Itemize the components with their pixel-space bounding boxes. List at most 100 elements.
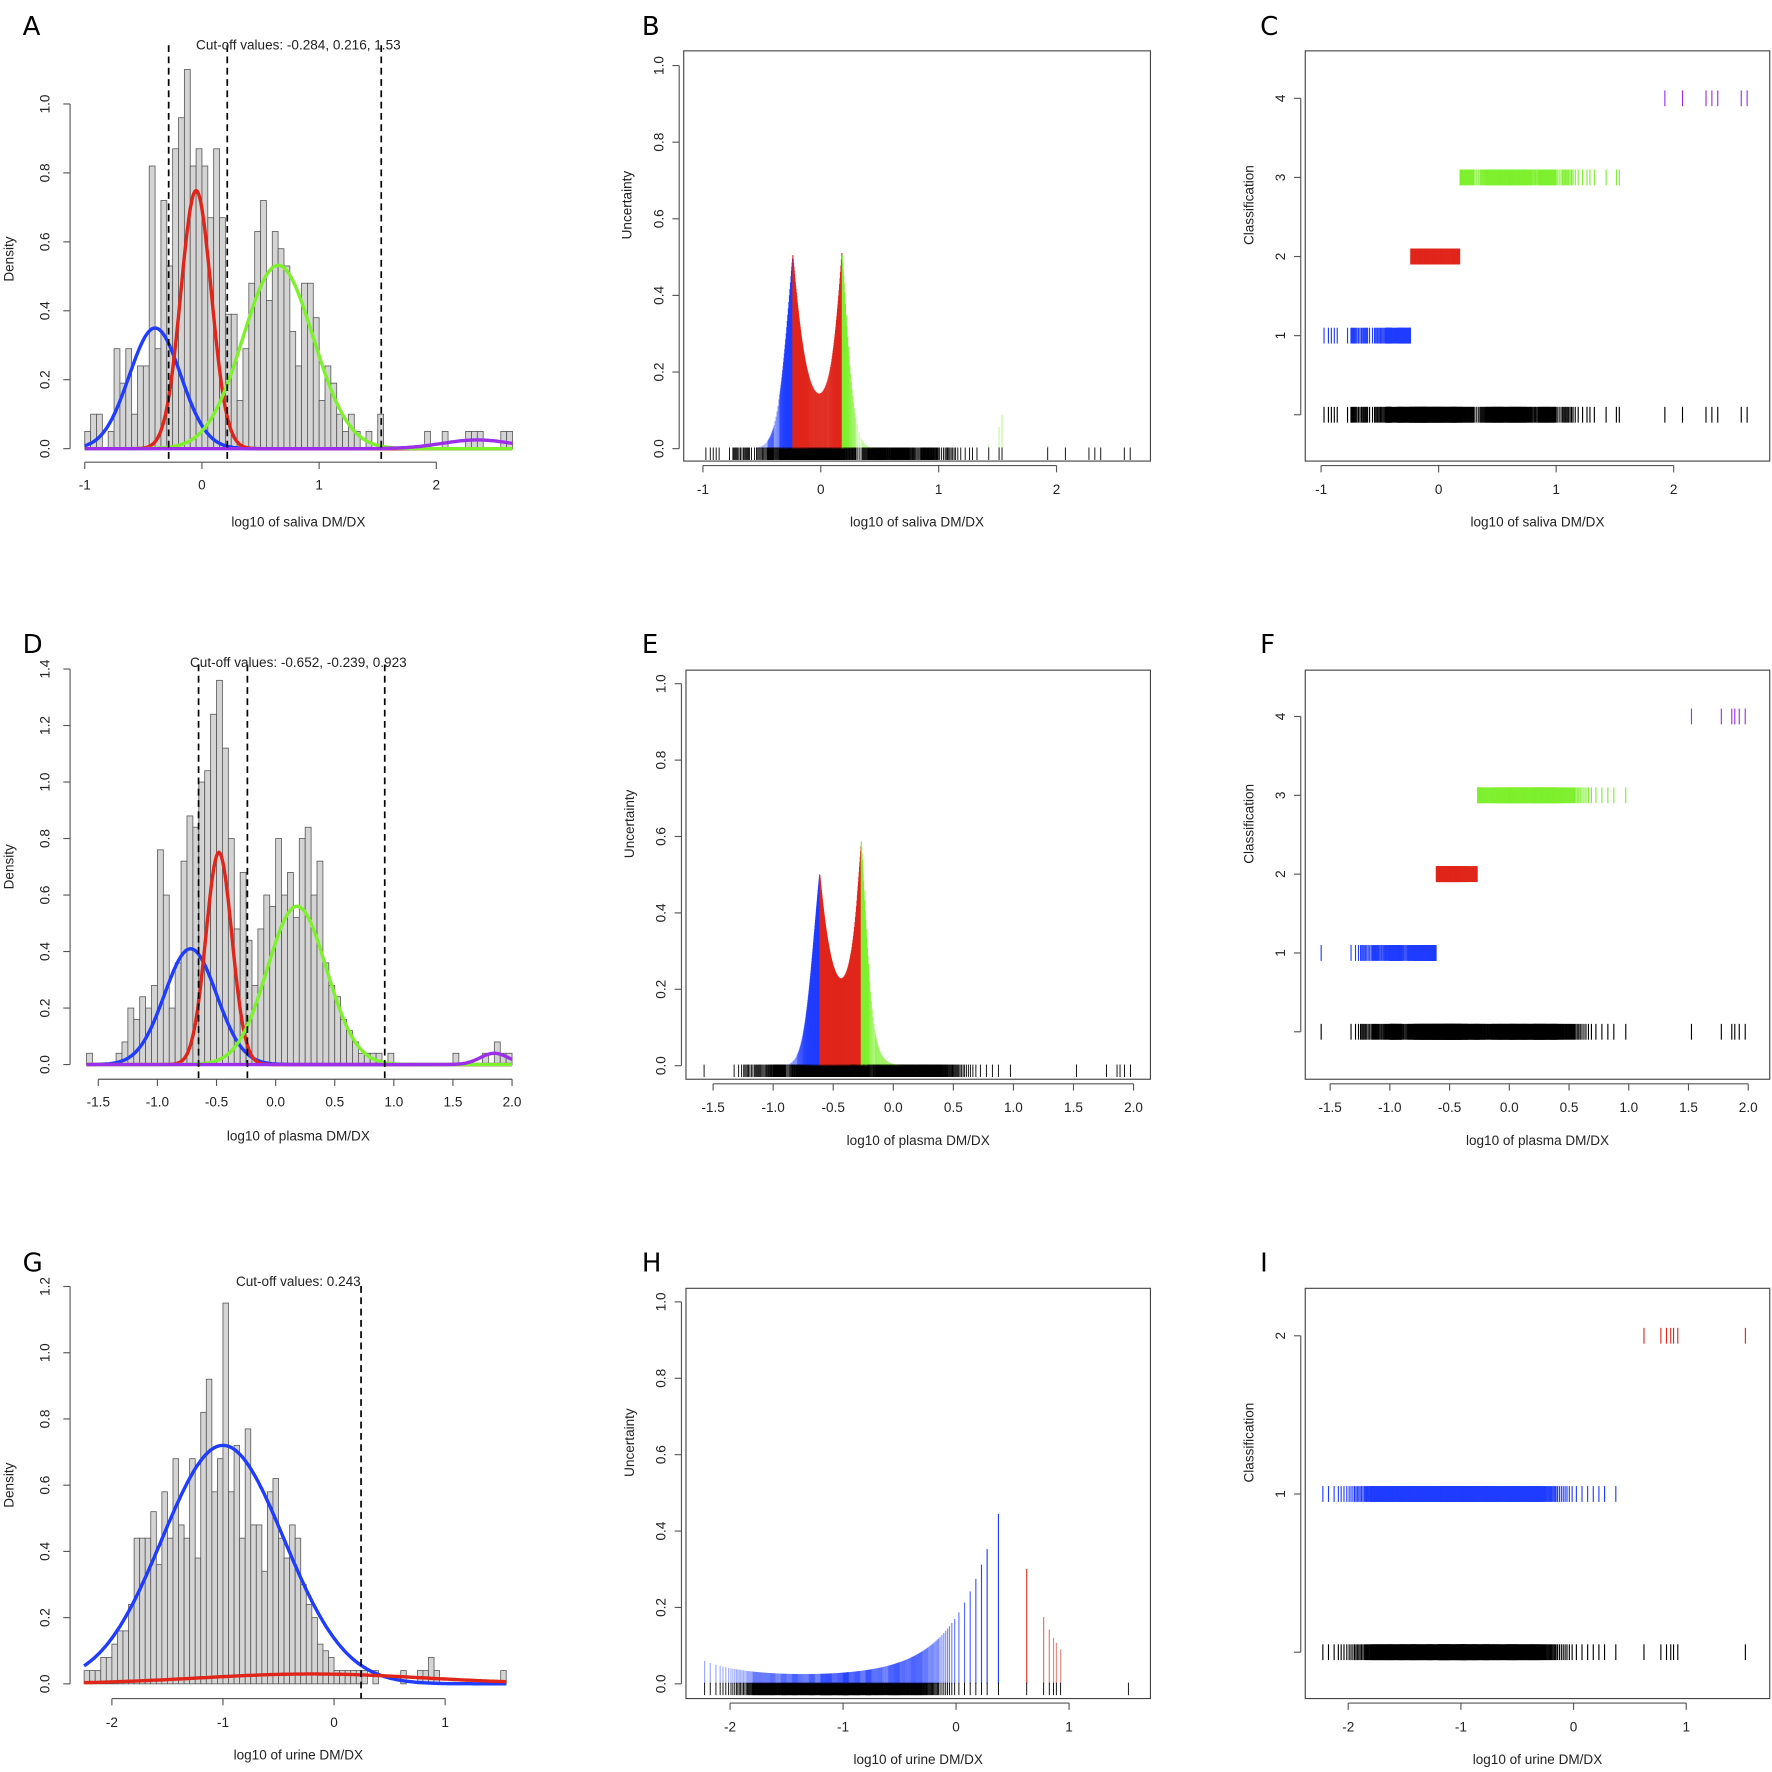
y-tick-label: 0.4 bbox=[38, 1542, 53, 1561]
y-tick-label: 0.2 bbox=[38, 999, 53, 1018]
x-tick-label: -0.5 bbox=[1438, 1100, 1461, 1115]
x-axis-label: log10 of plasma DM/DX bbox=[847, 1133, 990, 1148]
histogram-bar bbox=[128, 1603, 135, 1685]
y-tick-label: 0.0 bbox=[654, 1056, 669, 1075]
histogram-bar bbox=[167, 1537, 174, 1685]
y-tick-label: 0.4 bbox=[38, 942, 53, 961]
y-axis: 0.0 0.2 0.4 0.6 0.8 1.0 bbox=[654, 674, 683, 1075]
density-curve-red bbox=[84, 1672, 507, 1685]
y-tick-label: 3 bbox=[1273, 792, 1288, 800]
histogram-bar bbox=[239, 1537, 246, 1685]
histogram-bar bbox=[117, 1630, 124, 1685]
histogram-bar bbox=[144, 1537, 152, 1685]
x-tick-label: 2 bbox=[1670, 482, 1678, 497]
y-axis-label: Uncertainty bbox=[620, 171, 635, 240]
y-tick-label: 0.2 bbox=[38, 370, 53, 389]
histogram-bar bbox=[298, 838, 306, 1065]
histogram-bar bbox=[172, 148, 179, 450]
histogram-bar bbox=[295, 365, 302, 450]
histogram-bar bbox=[277, 248, 285, 450]
x-tick-label: 0.0 bbox=[1500, 1100, 1519, 1115]
x-axis-label: log10 of saliva DM/DX bbox=[1470, 515, 1604, 530]
histogram-bar bbox=[305, 1603, 313, 1685]
y-tick-label: 1.0 bbox=[38, 1343, 53, 1362]
histogram-bar bbox=[316, 860, 324, 1065]
x-tick-label: -1 bbox=[697, 482, 709, 497]
histogram-bar bbox=[316, 1643, 324, 1685]
x-tick-label: 0.5 bbox=[325, 1094, 344, 1109]
x-tick-label: -0.5 bbox=[205, 1094, 228, 1109]
histogram-bar bbox=[318, 399, 326, 450]
x-tick-label: 0 bbox=[198, 477, 206, 492]
histogram-bar bbox=[322, 1650, 329, 1685]
plot-frame bbox=[685, 1287, 1152, 1700]
y-tick-label: 1.2 bbox=[38, 716, 53, 735]
x-tick-label: -1.0 bbox=[1378, 1100, 1401, 1115]
x-axis-label: log10 of urine DM/DX bbox=[234, 1748, 364, 1763]
histogram-bar bbox=[228, 1491, 235, 1685]
x-tick-label: 2.0 bbox=[503, 1094, 522, 1109]
x-tick-label: 1.5 bbox=[1679, 1100, 1698, 1115]
histogram-bar bbox=[361, 1670, 368, 1685]
y-tick-label: 0.6 bbox=[654, 827, 669, 846]
y-tick-label: 2 bbox=[1273, 870, 1288, 878]
histogram-bar bbox=[189, 1458, 196, 1685]
x-tick-label: 1.0 bbox=[1004, 1100, 1023, 1115]
x-tick-label: 1 bbox=[441, 1715, 449, 1730]
histogram-bar bbox=[166, 265, 174, 450]
panel-letter: G bbox=[23, 1248, 43, 1278]
x-axis: -1 0 1 2 bbox=[1315, 465, 1678, 497]
panel-b: B -1 0 1 2 0.0 0.2 0.4 0.6 0.8 1.0 log10 of saliva … bbox=[620, 12, 1152, 530]
histogram-bar bbox=[155, 1564, 163, 1685]
y-tick-label: 0.6 bbox=[38, 1476, 53, 1495]
x-tick-label: 0.0 bbox=[266, 1094, 285, 1109]
x-tick-label: -1.5 bbox=[87, 1094, 110, 1109]
y-tick-label: 2 bbox=[1273, 253, 1288, 261]
histogram-bar bbox=[107, 431, 115, 450]
panel-letter: D bbox=[23, 630, 43, 660]
y-tick-label: 4 bbox=[1273, 94, 1288, 102]
histogram-bar bbox=[283, 1557, 291, 1685]
x-tick-label: 2.0 bbox=[1124, 1100, 1143, 1115]
histogram-bar bbox=[205, 1378, 213, 1685]
x-tick-label: -1 bbox=[217, 1715, 229, 1730]
panel-c: C -1 0 1 2 1 2 3 4 log10 of saliva DM/DX Classific… bbox=[1241, 12, 1771, 530]
histogram-bar bbox=[500, 431, 508, 450]
histogram-bar bbox=[292, 917, 300, 1065]
histogram-bar bbox=[172, 1458, 179, 1685]
y-tick-label: 0.0 bbox=[651, 439, 666, 458]
density-curve-purple bbox=[84, 438, 513, 451]
y-axis: 0.0 0.2 0.4 0.6 0.8 1.0 1.2 1.4 bbox=[38, 659, 71, 1074]
histogram-bar bbox=[148, 165, 156, 450]
x-tick-label: -1.0 bbox=[146, 1094, 169, 1109]
histogram-bar bbox=[242, 348, 250, 450]
y-tick-label: 0.2 bbox=[654, 980, 669, 999]
histogram-bar bbox=[122, 1630, 129, 1685]
histogram-bar bbox=[269, 905, 277, 1065]
plot-frame bbox=[683, 50, 1152, 462]
classification-rug bbox=[1323, 90, 1748, 423]
y-axis: 0.0 0.2 0.4 0.6 0.8 1.0 bbox=[651, 56, 680, 458]
histogram-bar bbox=[222, 1302, 229, 1685]
y-tick-label: 0.2 bbox=[651, 363, 666, 382]
histogram-bar bbox=[157, 849, 164, 1065]
histogram-bar bbox=[142, 365, 150, 450]
y-tick-label: 1 bbox=[1273, 332, 1288, 340]
y-tick-label: 0.8 bbox=[654, 751, 669, 770]
histogram-bar bbox=[283, 265, 291, 450]
histogram-bar bbox=[211, 1491, 218, 1685]
panel-f: F -1.5 -1.0 -0.5 0.0 0.5 1.0 1.5 2.0 1 2 3 4 log10 of… bbox=[1241, 630, 1771, 1148]
histogram-bar bbox=[328, 1656, 335, 1685]
panel-letter: F bbox=[1260, 630, 1275, 660]
panel-a: A -1 0 1 2 0.0 0.2 0.4 0.6 0.8 1.0 Cut-off values: … bbox=[2, 12, 513, 530]
x-tick-label: -0.5 bbox=[822, 1100, 845, 1115]
histogram-bar bbox=[250, 1524, 257, 1685]
y-tick-label: 1.0 bbox=[38, 773, 53, 792]
panel-letter: E bbox=[642, 630, 658, 660]
x-tick-label: 2 bbox=[433, 477, 441, 492]
histogram-bar bbox=[350, 1670, 357, 1685]
histogram-bar bbox=[139, 996, 146, 1065]
plot-frame bbox=[685, 669, 1152, 1080]
panel-e: E -1.5 -1.0 -0.5 0.0 0.5 1.0 1.5 2.0 0.0 0.2 0.4 0.6… bbox=[622, 630, 1152, 1148]
histogram-bar bbox=[233, 1445, 241, 1685]
